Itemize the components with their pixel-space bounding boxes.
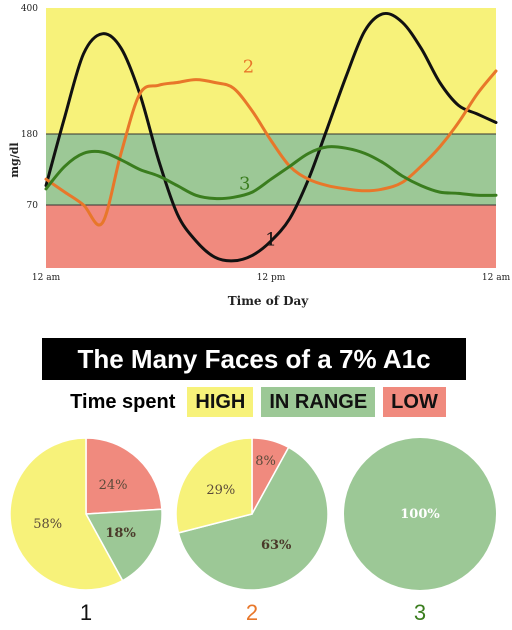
glucose-bands (46, 8, 496, 268)
series-label-1: 1 (265, 230, 276, 251)
pie-title-2: 2 (246, 600, 258, 625)
y-axis-label: mg/dl (8, 142, 21, 177)
pie-title-3: 3 (414, 600, 426, 625)
pie-chart-2: 8% 63% 29% 2 (175, 437, 329, 625)
pie-slice-label: 8% (255, 454, 276, 469)
pie-title-1: 1 (80, 600, 92, 625)
series-line-3 (44, 145, 498, 201)
y-tick-label: 70 (27, 201, 39, 211)
legend-label: Time spent (70, 390, 176, 413)
pie-chart-1: 24% 18% 58% 1 (9, 437, 163, 625)
pie-slice-label: 18% (105, 526, 136, 541)
pie-slice-label: 63% (261, 538, 292, 553)
pie-slice-high (9, 437, 124, 591)
pie-slice-high (175, 437, 253, 534)
legend: Time spent HIGH IN RANGE LOW (0, 386, 512, 418)
legend-item-low: LOW (383, 387, 446, 417)
y-tick-label: 400 (21, 4, 38, 14)
pie-slice-in-range (177, 446, 329, 591)
x-axis-label: Time of Day (228, 294, 310, 308)
legend-item-in-range: IN RANGE (261, 387, 376, 417)
pie-slice-low (85, 437, 163, 515)
glucose-line-chart: 70 180 400 12 am 12 pm 12 am 1 2 3 mg/dl Time … (8, 4, 511, 308)
pie-slice-label: 58% (33, 517, 62, 532)
x-tick-labels: 12 am 12 pm 12 am (32, 273, 511, 283)
band-boundary-lines (46, 133, 496, 206)
series-label-2: 2 (243, 57, 254, 78)
series-lines (44, 11, 498, 263)
series-line-1 (44, 11, 498, 263)
page-title: The Many Faces of a 7% A1c (42, 338, 466, 380)
series-labels: 1 2 3 (239, 57, 277, 251)
series-line-2 (44, 69, 498, 227)
series-label-3: 3 (239, 174, 250, 195)
pie-slice-in-range (344, 438, 496, 590)
pie-chart-3: 100% 3 (344, 438, 496, 625)
x-tick-label: 12 am (482, 273, 511, 283)
band-high (46, 8, 496, 134)
pie-slice-in-range (84, 508, 163, 582)
x-tick-label: 12 am (32, 273, 61, 283)
pie-slice-label: 29% (206, 483, 235, 498)
y-tick-labels: 70 180 400 (21, 4, 38, 211)
band-low (46, 205, 496, 268)
pie-slice-label: 100% (400, 507, 440, 522)
y-tick-label: 180 (21, 130, 38, 140)
x-tick-label: 12 pm (257, 273, 286, 283)
band-in-range (46, 134, 496, 205)
legend-item-high: HIGH (187, 387, 254, 417)
pie-slice-label: 24% (99, 478, 128, 493)
